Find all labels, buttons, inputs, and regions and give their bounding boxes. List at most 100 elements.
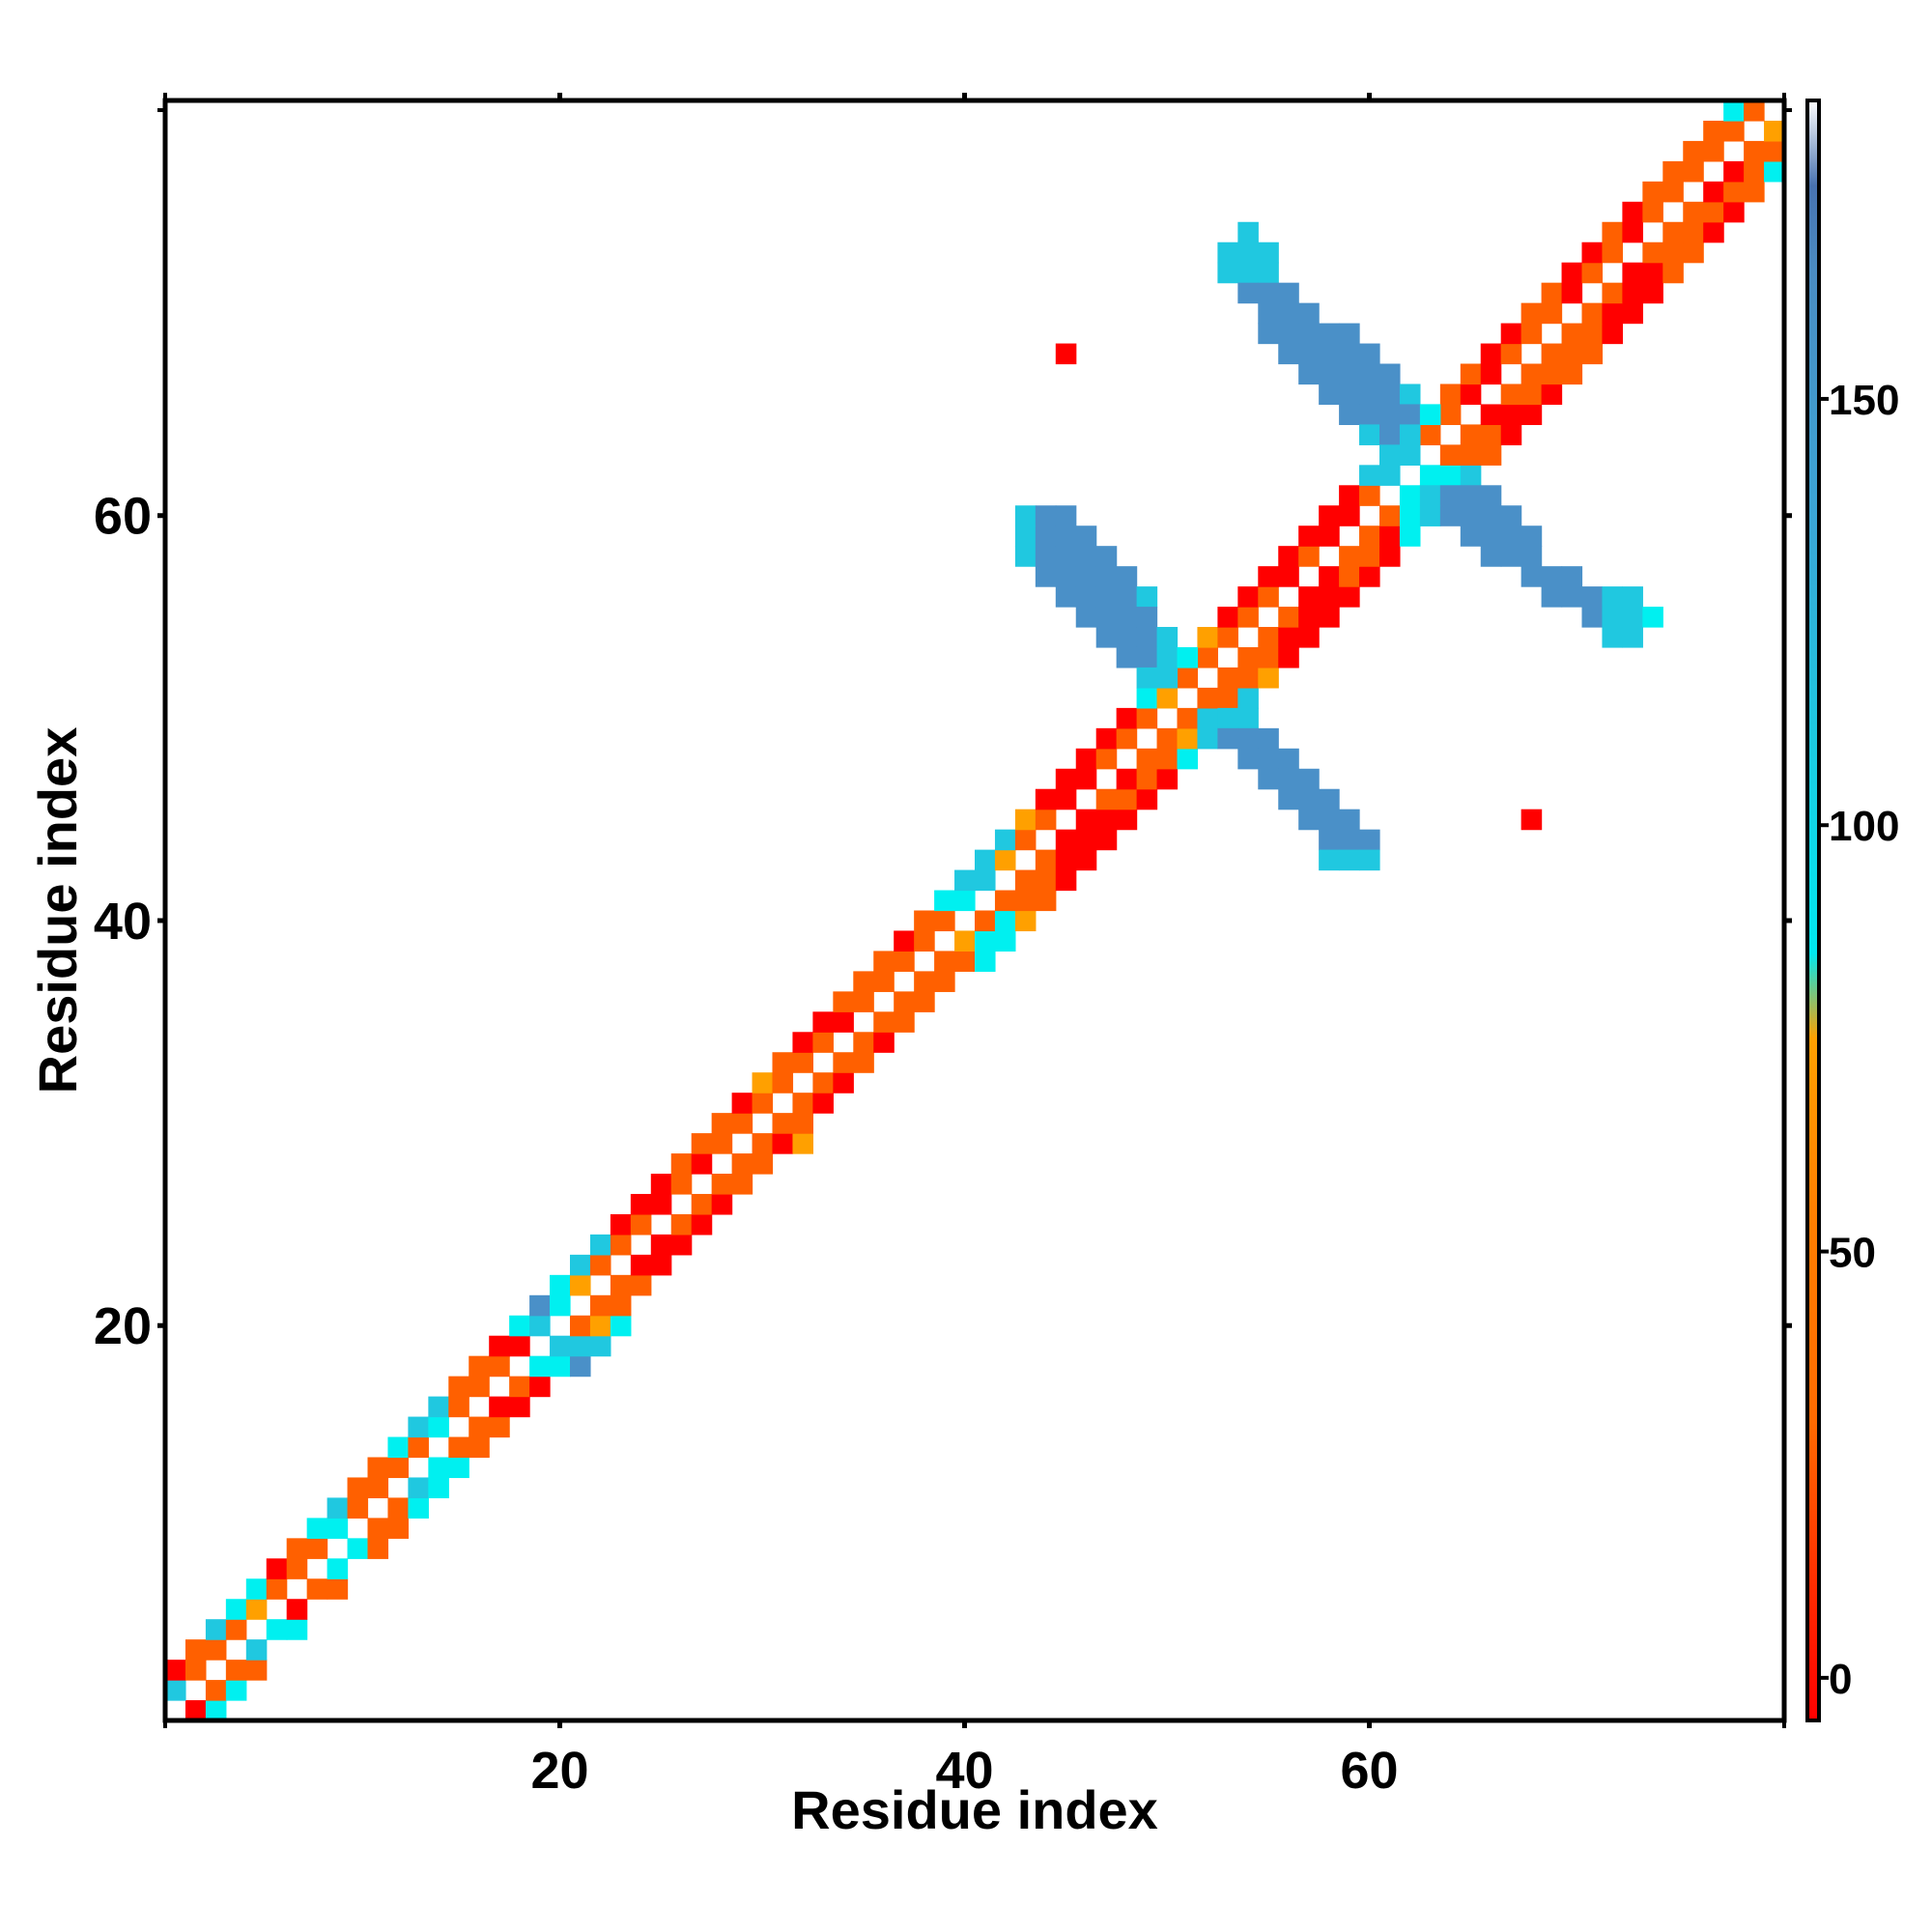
heatmap-cell <box>1723 160 1745 183</box>
heatmap-cell <box>772 1133 794 1154</box>
heatmap-cell <box>489 1396 510 1418</box>
heatmap-cell <box>1460 384 1482 406</box>
heatmap-cell <box>1480 526 1502 547</box>
heatmap-cell <box>1035 809 1057 831</box>
heatmap-cell <box>630 1254 652 1276</box>
heatmap-cell <box>792 1133 813 1154</box>
heatmap-cell <box>914 991 935 1012</box>
heatmap-cell <box>286 1599 308 1620</box>
heatmap-cell <box>610 1274 632 1296</box>
heatmap-cell <box>570 1274 591 1296</box>
heatmap-cell <box>1298 627 1320 648</box>
heatmap-cell <box>1237 707 1259 729</box>
heatmap-cell <box>1419 465 1441 486</box>
heatmap-cell <box>1520 526 1543 547</box>
heatmap-cell <box>1339 809 1360 831</box>
heatmap-cell <box>711 1174 733 1195</box>
heatmap-cell <box>408 1497 429 1519</box>
heatmap-cell <box>1055 849 1077 871</box>
heatmap-cell <box>1460 485 1482 506</box>
heatmap-cell <box>1460 363 1482 385</box>
heatmap-cell <box>1095 788 1118 810</box>
heatmap-cell <box>1136 586 1158 608</box>
heatmap-cell <box>1116 646 1138 668</box>
heatmap-cell <box>570 1335 591 1357</box>
heatmap-cell <box>650 1193 672 1215</box>
heatmap-cell <box>975 930 996 952</box>
heatmap-cell <box>1439 384 1462 406</box>
heatmap-cell <box>1744 181 1765 203</box>
heatmap-cell <box>954 930 976 952</box>
heatmap-cell <box>347 1477 369 1499</box>
heatmap-cell <box>1642 607 1663 628</box>
heatmap-cell <box>428 1416 449 1438</box>
heatmap-cell <box>833 991 854 1012</box>
heatmap-cell <box>975 849 996 871</box>
heatmap-cell <box>1258 727 1279 750</box>
heatmap-cell <box>1319 505 1340 526</box>
heatmap-cell <box>630 1193 652 1215</box>
heatmap-cell <box>1642 282 1663 304</box>
heatmap-cell <box>853 1052 874 1073</box>
heatmap-cell <box>772 1113 794 1134</box>
heatmap-cell <box>914 930 935 952</box>
heatmap-cell <box>1197 646 1218 668</box>
heatmap-cell <box>1055 788 1077 810</box>
heatmap-cell <box>1319 343 1340 365</box>
heatmap-cell <box>1520 384 1543 406</box>
heatmap-cell <box>1541 384 1563 406</box>
heatmap-cell <box>1217 242 1238 264</box>
heatmap-cell <box>1237 221 1259 243</box>
heatmap-cell <box>1217 262 1238 284</box>
heatmap-cell <box>529 1355 551 1378</box>
heatmap-cell <box>1439 444 1462 466</box>
heatmap-cell <box>327 1518 349 1539</box>
heatmap-cell <box>1177 707 1199 729</box>
heatmap-cell <box>1764 140 1785 162</box>
plot-frame <box>162 98 1787 1723</box>
heatmap-cell <box>1298 546 1320 567</box>
heatmap-cell <box>954 869 976 892</box>
heatmap-cell <box>1642 201 1663 223</box>
heatmap-cell <box>731 1113 753 1134</box>
heatmap-cell <box>367 1477 389 1499</box>
heatmap-cell <box>1217 727 1238 750</box>
heatmap-cell <box>752 1133 774 1154</box>
heatmap-cell <box>1642 262 1663 284</box>
heatmap-cell <box>1278 607 1299 628</box>
heatmap-cell <box>1379 424 1401 445</box>
heatmap-cell <box>1116 727 1138 750</box>
heatmap-cell <box>670 1174 693 1195</box>
heatmap-cell <box>1541 586 1563 608</box>
heatmap-cell <box>509 1376 530 1398</box>
heatmap-cell <box>1035 505 1057 526</box>
heatmap-cell <box>1439 485 1462 506</box>
heatmap-cell <box>1500 323 1522 345</box>
x-tick-label: 60 <box>1340 1742 1398 1800</box>
heatmap-cell <box>1480 444 1502 466</box>
heatmap-cell <box>1095 627 1118 648</box>
heatmap-cell <box>1723 201 1745 223</box>
heatmap-cell <box>1177 667 1199 689</box>
heatmap-cell <box>570 1355 591 1378</box>
heatmap-cell <box>1744 100 1765 122</box>
heatmap-cell <box>1197 627 1218 648</box>
heatmap-cell <box>550 1274 571 1296</box>
heatmap-cell <box>1217 707 1238 729</box>
heatmap-cell <box>1258 302 1279 325</box>
heatmap-cell <box>1520 546 1543 567</box>
heatmap-cell <box>1095 748 1118 770</box>
heatmap-cell <box>1703 221 1724 243</box>
heatmap-cell <box>1359 363 1380 385</box>
heatmap-cell <box>1480 363 1502 385</box>
heatmap-cell <box>1683 221 1704 243</box>
heatmap-cell <box>266 1558 288 1579</box>
heatmap-cell <box>1035 546 1057 567</box>
heatmap-cell <box>1764 120 1785 142</box>
x-tick-label: 20 <box>530 1742 588 1800</box>
heatmap-cell <box>1359 343 1380 365</box>
heatmap-cell <box>1500 505 1522 526</box>
heatmap-cell <box>1662 181 1684 203</box>
colorbar-tick-label: 150 <box>1829 377 1899 424</box>
